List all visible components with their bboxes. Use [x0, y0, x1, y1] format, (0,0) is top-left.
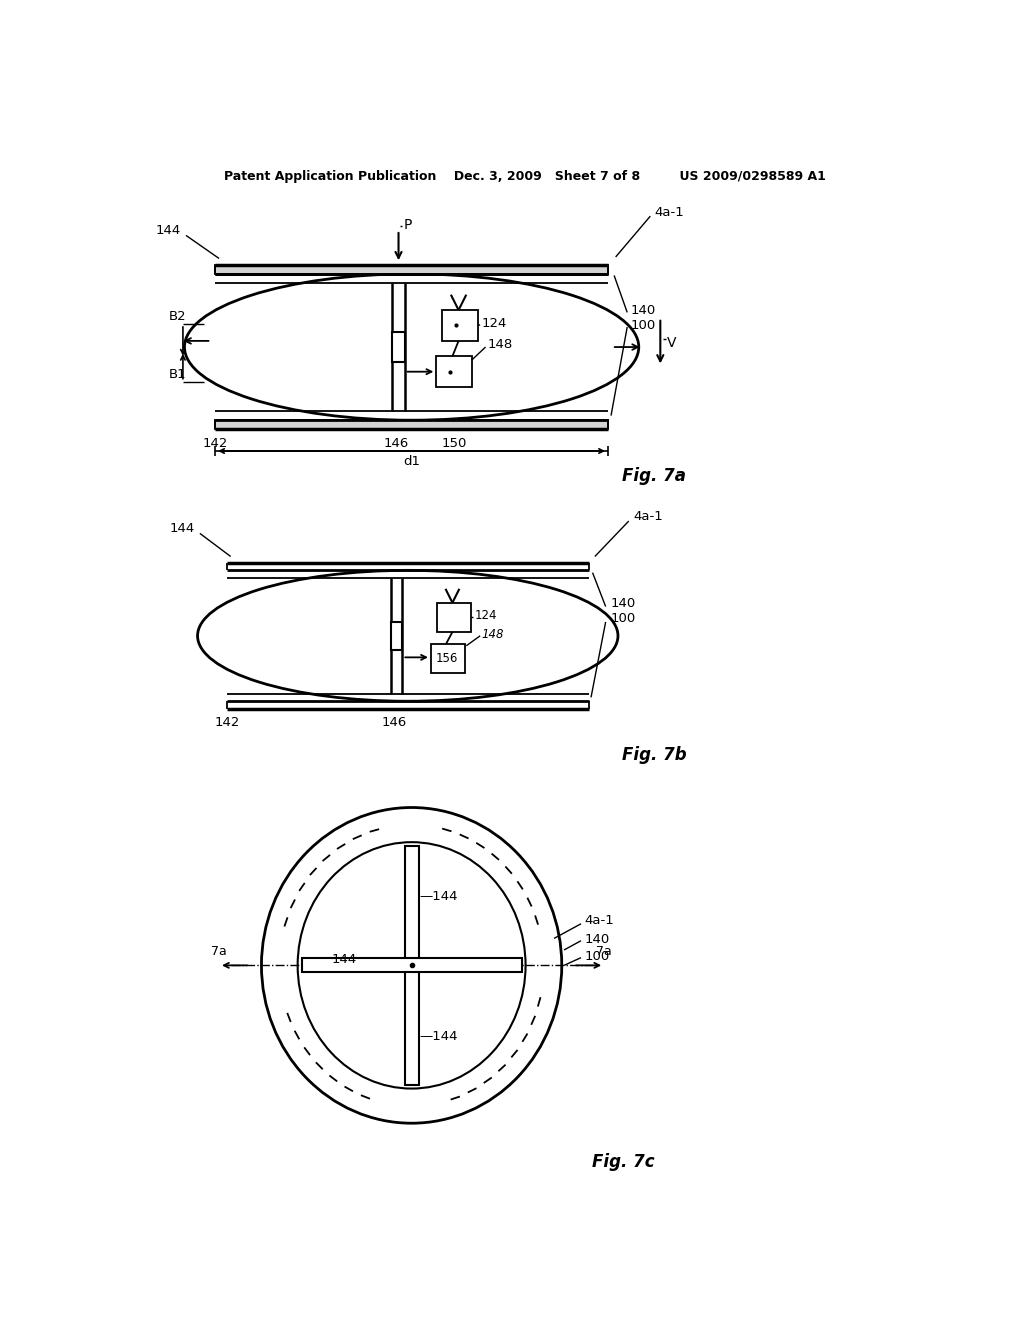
Text: 140: 140 [585, 933, 610, 945]
Text: 144: 144 [169, 521, 195, 535]
Text: Fig. 7a: Fig. 7a [623, 467, 686, 484]
Text: 140: 140 [631, 304, 656, 317]
Text: d1: d1 [403, 455, 420, 469]
Bar [431, 644, 465, 673]
Text: Fig. 7c: Fig. 7c [592, 1152, 654, 1171]
Text: 142: 142 [214, 717, 240, 730]
Text: 7a: 7a [596, 945, 612, 958]
Bar [301, 958, 521, 973]
Ellipse shape [298, 842, 525, 1089]
Bar [392, 331, 404, 363]
Text: —144: —144 [419, 1030, 458, 1043]
Text: B2: B2 [169, 310, 186, 323]
Text: 140: 140 [610, 597, 636, 610]
Text: 148: 148 [487, 338, 512, 351]
Bar [436, 356, 472, 387]
Text: V: V [667, 337, 676, 350]
Text: 100: 100 [585, 949, 610, 962]
Text: 144: 144 [332, 953, 356, 966]
Bar [215, 264, 608, 275]
Text: 142: 142 [203, 437, 228, 450]
Ellipse shape [261, 808, 562, 1123]
Text: 146: 146 [384, 437, 409, 450]
Bar [404, 846, 419, 1085]
Text: 100: 100 [631, 319, 656, 333]
Text: P: P [403, 218, 412, 231]
Text: 124: 124 [481, 317, 507, 330]
Text: 150: 150 [441, 437, 467, 450]
Text: 148: 148 [481, 628, 504, 640]
Bar [442, 310, 478, 341]
Text: B1: B1 [169, 367, 186, 380]
Text: 4a-1: 4a-1 [634, 510, 664, 523]
Text: Patent Application Publication    Dec. 3, 2009   Sheet 7 of 8         US 2009/02: Patent Application Publication Dec. 3, 2… [224, 169, 825, 182]
Bar [437, 603, 471, 632]
Text: 4a-1: 4a-1 [654, 206, 684, 219]
Bar [215, 420, 608, 429]
Text: 4a-1: 4a-1 [585, 915, 614, 927]
Text: 144: 144 [156, 223, 180, 236]
Text: —144: —144 [419, 890, 458, 903]
Text: 124: 124 [475, 610, 498, 622]
Text: 156: 156 [435, 652, 458, 665]
Text: Fig. 7b: Fig. 7b [622, 746, 686, 764]
Text: 7a: 7a [211, 945, 227, 958]
Text: 100: 100 [610, 612, 636, 626]
Text: 146: 146 [382, 717, 408, 730]
Bar [391, 622, 402, 649]
